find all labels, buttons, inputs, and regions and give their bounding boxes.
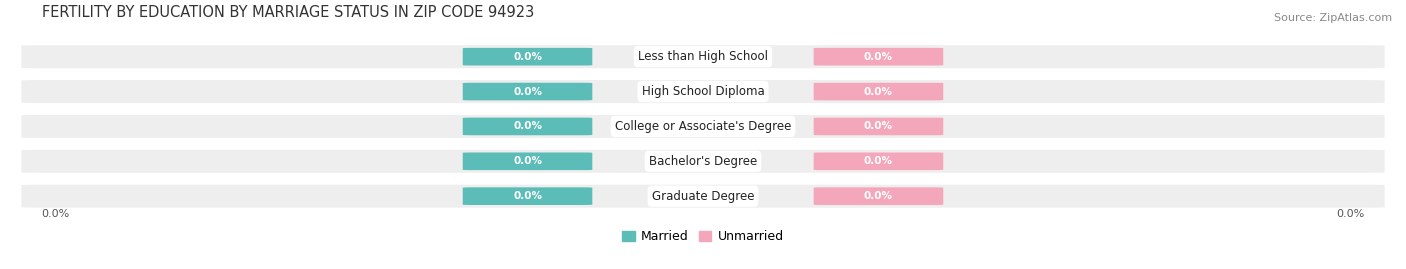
Text: 0.0%: 0.0% (513, 191, 543, 201)
FancyBboxPatch shape (814, 48, 943, 66)
Text: Graduate Degree: Graduate Degree (652, 190, 754, 203)
Text: 0.0%: 0.0% (863, 156, 893, 166)
Text: High School Diploma: High School Diploma (641, 85, 765, 98)
Text: 0.0%: 0.0% (513, 156, 543, 166)
FancyBboxPatch shape (463, 83, 592, 100)
FancyBboxPatch shape (463, 118, 592, 135)
Text: 0.0%: 0.0% (863, 87, 893, 97)
FancyBboxPatch shape (21, 115, 1385, 138)
FancyBboxPatch shape (814, 118, 943, 135)
FancyBboxPatch shape (463, 48, 592, 66)
FancyBboxPatch shape (21, 45, 1385, 68)
Text: 0.0%: 0.0% (513, 121, 543, 132)
Text: 0.0%: 0.0% (1336, 209, 1364, 219)
FancyBboxPatch shape (463, 153, 592, 170)
Legend: Married, Unmarried: Married, Unmarried (617, 225, 789, 248)
Text: 0.0%: 0.0% (863, 121, 893, 132)
Text: 0.0%: 0.0% (42, 209, 70, 219)
FancyBboxPatch shape (21, 185, 1385, 208)
FancyBboxPatch shape (814, 153, 943, 170)
Text: Source: ZipAtlas.com: Source: ZipAtlas.com (1274, 13, 1392, 23)
Text: College or Associate's Degree: College or Associate's Degree (614, 120, 792, 133)
FancyBboxPatch shape (21, 80, 1385, 103)
Text: FERTILITY BY EDUCATION BY MARRIAGE STATUS IN ZIP CODE 94923: FERTILITY BY EDUCATION BY MARRIAGE STATU… (42, 5, 534, 20)
Text: 0.0%: 0.0% (863, 191, 893, 201)
FancyBboxPatch shape (463, 187, 592, 205)
FancyBboxPatch shape (21, 150, 1385, 173)
Text: Bachelor's Degree: Bachelor's Degree (650, 155, 756, 168)
FancyBboxPatch shape (814, 83, 943, 100)
FancyBboxPatch shape (814, 187, 943, 205)
Text: Less than High School: Less than High School (638, 50, 768, 63)
Text: 0.0%: 0.0% (513, 52, 543, 62)
Text: 0.0%: 0.0% (863, 52, 893, 62)
Text: 0.0%: 0.0% (513, 87, 543, 97)
